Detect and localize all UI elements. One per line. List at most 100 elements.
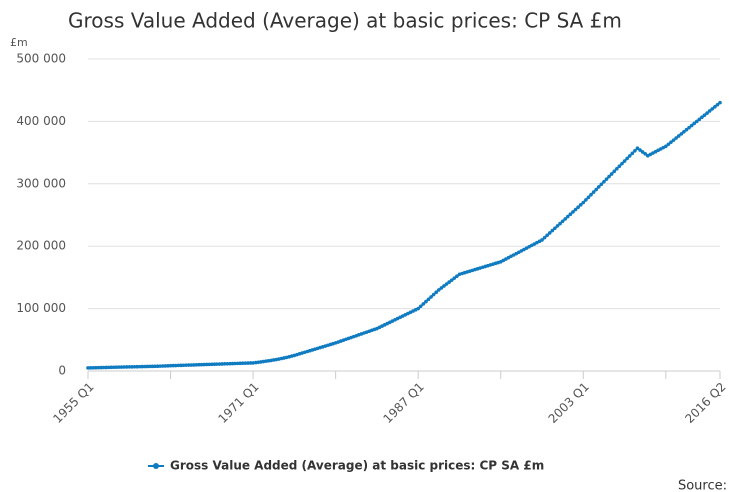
- data-point: [449, 278, 454, 282]
- data-point: [179, 363, 183, 368]
- data-point: [243, 361, 248, 365]
- data-point: [576, 205, 580, 209]
- data-point: [199, 362, 204, 367]
- y-tick-label: 300 000: [16, 176, 66, 190]
- data-point: [248, 361, 253, 365]
- data-point: [553, 226, 557, 231]
- data-point: [689, 123, 694, 128]
- chart-title: Gross Value Added (Average) at basic pri…: [68, 9, 622, 33]
- data-point: [171, 363, 175, 368]
- series-line: [87, 101, 721, 369]
- data-point: [664, 144, 668, 149]
- data-point: [550, 228, 555, 233]
- data-point: [161, 364, 165, 368]
- data-point: [158, 364, 163, 368]
- data-point: [96, 365, 101, 370]
- data-point: [119, 365, 124, 369]
- data-point: [197, 362, 201, 367]
- source: Source:: [678, 479, 727, 492]
- data-point: [594, 187, 598, 192]
- data-point: [194, 363, 199, 367]
- data-point: [101, 365, 106, 370]
- data-point: [148, 364, 152, 369]
- data-point: [140, 364, 144, 369]
- data-point: [679, 132, 684, 136]
- data-point: [591, 190, 596, 194]
- data-point: [104, 365, 108, 370]
- data-point: [707, 109, 712, 113]
- data-point: [602, 179, 606, 184]
- data-point: [609, 172, 614, 176]
- data-point: [215, 362, 219, 366]
- data-point: [447, 280, 451, 284]
- data-point: [568, 212, 573, 217]
- data-point: [700, 115, 704, 120]
- data-point: [421, 302, 426, 306]
- data-point: [91, 365, 95, 370]
- data-point: [168, 363, 173, 368]
- data-point: [622, 159, 627, 163]
- data-point: [220, 362, 224, 366]
- y-tick-label: 500 000: [16, 52, 66, 66]
- x-tick-label: 1987 Q1: [381, 380, 427, 426]
- y-tick-label: 0: [58, 364, 66, 378]
- data-point: [437, 288, 441, 292]
- data-point: [444, 282, 449, 286]
- data-point: [202, 362, 206, 367]
- data-point: [563, 217, 568, 221]
- data-point: [586, 195, 591, 200]
- data-point: [207, 362, 212, 367]
- legend-label: Gross Value Added (Average) at basic pri…: [170, 459, 544, 473]
- data-point: [547, 231, 552, 235]
- data-point: [643, 152, 647, 156]
- data-point: [687, 125, 691, 130]
- data-point: [620, 161, 624, 166]
- data-point: [635, 146, 640, 151]
- data-point: [153, 364, 157, 369]
- data-point: [99, 365, 103, 370]
- data-point: [145, 364, 150, 369]
- data-point: [617, 164, 622, 169]
- data-point: [132, 364, 137, 369]
- data-point: [127, 365, 132, 369]
- data-point: [212, 362, 217, 367]
- data-point: [640, 150, 645, 154]
- data-point: [225, 361, 230, 366]
- data-point: [702, 113, 707, 117]
- data-point: [111, 365, 116, 370]
- data-point: [166, 364, 170, 368]
- data-point: [573, 207, 578, 212]
- data-point: [684, 127, 689, 132]
- data-point: [137, 364, 142, 369]
- data-point: [210, 362, 214, 367]
- data-point: [666, 142, 671, 147]
- data-point: [581, 200, 586, 205]
- data-point: [176, 363, 181, 368]
- x-tick-label: 1955 Q1: [50, 380, 96, 426]
- data-point: [155, 364, 160, 368]
- data-point: [705, 111, 709, 115]
- data-point: [571, 210, 575, 214]
- data-point: [615, 166, 619, 171]
- data-point: [86, 366, 90, 370]
- data-point: [240, 361, 245, 366]
- data-point: [222, 362, 227, 366]
- data-point: [542, 235, 547, 240]
- y-tick-label: 400 000: [16, 114, 66, 128]
- data-point: [596, 185, 601, 189]
- data-point: [555, 224, 560, 228]
- data-point: [560, 219, 565, 224]
- data-point: [540, 238, 544, 242]
- data-point: [142, 364, 147, 369]
- data-point: [424, 299, 428, 304]
- data-point: [669, 140, 673, 144]
- x-tick-label: 1971 Q1: [215, 380, 261, 426]
- data-point: [429, 295, 433, 299]
- data-point: [88, 366, 93, 370]
- data-point: [204, 362, 209, 367]
- data-point: [163, 364, 168, 368]
- x-tick-label: 2016 Q2: [682, 380, 728, 426]
- data-point: [676, 134, 681, 138]
- data-point: [117, 365, 121, 369]
